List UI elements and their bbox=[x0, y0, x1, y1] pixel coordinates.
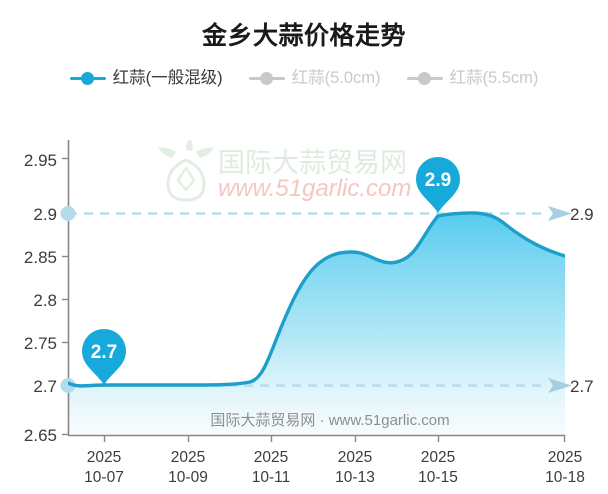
legend-marker-icon bbox=[69, 71, 106, 86]
max-value-pin[interactable]: 2.9 bbox=[416, 157, 460, 213]
y-tick-label: 2.7 bbox=[33, 377, 57, 396]
watermark-cn-text: 国际大蒜贸易网 bbox=[218, 148, 407, 178]
legend-item-1[interactable]: 红蒜(5.0cm) bbox=[248, 69, 381, 87]
reference-arrow-min bbox=[548, 378, 572, 393]
watermark: 国际大蒜贸易网 www.51garlic.com bbox=[158, 140, 411, 202]
min-value-pin[interactable]: 2.7 bbox=[82, 329, 126, 385]
legend-item-label: 红蒜(一般混级) bbox=[112, 69, 223, 87]
series-area-fill bbox=[68, 213, 565, 435]
x-tick-year: 2025 bbox=[254, 449, 288, 466]
legend-item-0[interactable]: 红蒜(一般混级) bbox=[69, 69, 223, 87]
x-tick-day: 10-09 bbox=[168, 469, 208, 486]
y-tick-label: 2.95 bbox=[24, 151, 57, 170]
legend-marker-icon bbox=[406, 71, 443, 86]
chart-legend: 红蒜(一般混级) 红蒜(5.0cm) 红蒜(5.5cm) bbox=[0, 70, 608, 87]
edge-label-min: 2.7 bbox=[570, 377, 594, 396]
footer-credit: 国际大蒜贸易网 · www.51garlic.com bbox=[210, 412, 449, 429]
x-tick-year: 2025 bbox=[171, 449, 205, 466]
garlic-bulb-logo-icon bbox=[158, 140, 214, 202]
y-tick-label: 2.75 bbox=[24, 334, 57, 353]
legend-item-2[interactable]: 红蒜(5.5cm) bbox=[406, 69, 539, 87]
y-tick-label: 2.8 bbox=[33, 291, 57, 310]
watermark-url-text: www.51garlic.com bbox=[218, 175, 411, 202]
y-axis-ticks bbox=[62, 157, 68, 436]
min-pin-label: 2.7 bbox=[91, 342, 117, 363]
y-tick-label: 2.85 bbox=[24, 248, 57, 267]
x-tick-day: 10-11 bbox=[252, 469, 291, 486]
y-tick-label: 2.65 bbox=[24, 426, 57, 445]
x-tick-day: 10-13 bbox=[335, 469, 375, 486]
reference-dot-min bbox=[60, 378, 76, 393]
x-axis-labels: 2025 10-07 2025 10-09 2025 10-11 2025 10… bbox=[84, 449, 585, 486]
x-tick-year: 2025 bbox=[421, 449, 455, 466]
max-pin-label: 2.9 bbox=[425, 170, 451, 191]
legend-item-label: 红蒜(5.0cm) bbox=[291, 69, 381, 87]
x-tick-day: 10-18 bbox=[545, 469, 585, 486]
y-axis-labels: 2.95 2.9 2.85 2.8 2.75 2.7 2.65 bbox=[24, 151, 57, 445]
x-tick-year: 2025 bbox=[87, 449, 121, 466]
y-tick-label: 2.9 bbox=[33, 205, 57, 224]
series-line bbox=[68, 211, 565, 388]
x-tick-day: 10-15 bbox=[418, 469, 458, 486]
x-tick-day: 10-07 bbox=[84, 469, 124, 486]
x-tick-year: 2025 bbox=[548, 449, 582, 466]
page-title: 金乡大蒜价格走势 bbox=[201, 22, 406, 50]
edge-label-max: 2.9 bbox=[570, 205, 594, 224]
reference-arrow-max bbox=[548, 206, 572, 221]
x-axis-ticks bbox=[103, 435, 566, 442]
x-tick-year: 2025 bbox=[338, 449, 372, 466]
legend-marker-icon bbox=[248, 71, 285, 86]
reference-dot-max bbox=[60, 206, 76, 221]
legend-item-label: 红蒜(5.5cm) bbox=[449, 69, 539, 87]
